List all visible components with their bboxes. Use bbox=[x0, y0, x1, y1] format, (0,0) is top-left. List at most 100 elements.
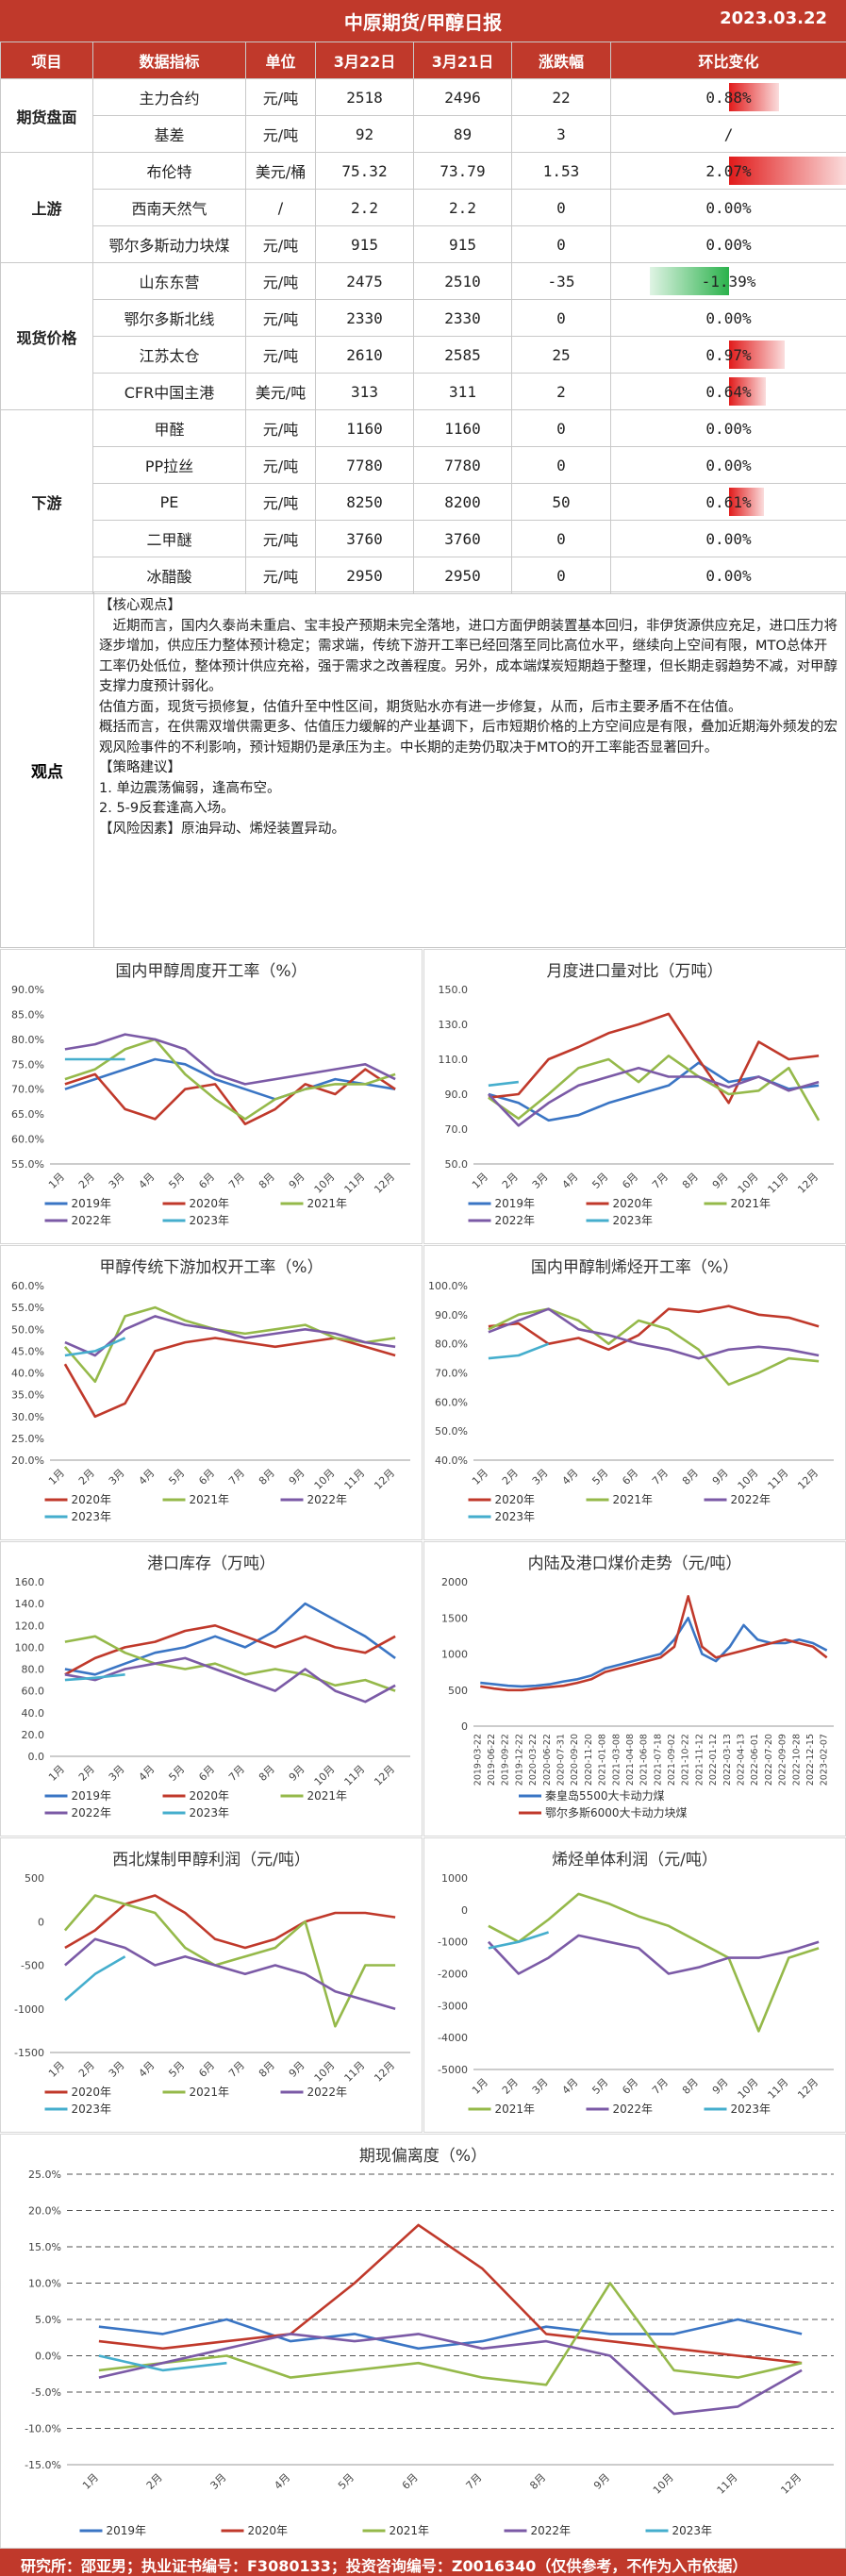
legend-label: 2022年 bbox=[731, 1493, 771, 1506]
x-tick-label: 1月 bbox=[470, 1467, 490, 1487]
value-cell: 2610 bbox=[315, 336, 414, 374]
x-tick-label: 4月 bbox=[560, 1171, 581, 1191]
y-tick-label: 0 bbox=[38, 1916, 44, 1928]
legend-label: 2023年 bbox=[190, 1214, 230, 1227]
table-row: 西南天然气/2.2 2.2 0 0.00% bbox=[1, 189, 846, 226]
x-tick-label: 2019-06-22 bbox=[487, 1734, 497, 1786]
change-value: 0.00% bbox=[705, 529, 752, 548]
x-tick-label: 9月 bbox=[287, 1467, 307, 1487]
x-tick-label: 2月 bbox=[76, 1763, 97, 1784]
x-tick-label: 4月 bbox=[137, 2059, 158, 2080]
chart-panel: 月度进口量对比（万吨） 150.0 130.0 110.0 90.0 70.0 50.0 1月… bbox=[423, 949, 846, 1244]
view-paragraph: 估值方面，现货亏损修复，估值升至中性区间，期货贴水亦有进一步修复，从而，后市主要… bbox=[99, 699, 742, 715]
x-tick-label: 4月 bbox=[560, 1467, 581, 1487]
value-cell: 2950 bbox=[413, 557, 512, 594]
y-tick-label: 15.0% bbox=[28, 2241, 61, 2253]
footer-text: 研究所：邵亚男；执业证书编号：F3080133；投资咨询编号：Z0016340（… bbox=[21, 2557, 748, 2575]
x-tick-label: 5月 bbox=[166, 1763, 187, 1784]
change-cell: 0.00% bbox=[609, 225, 846, 263]
series-line bbox=[480, 1594, 828, 1692]
x-tick-label: 8月 bbox=[680, 2076, 701, 2097]
chart-title: 国内甲醇制烯烃开工率（%） bbox=[530, 1258, 739, 1277]
series-line bbox=[98, 2223, 803, 2365]
change-cell: 2.07% bbox=[609, 152, 846, 190]
x-tick-label: 10月 bbox=[312, 1467, 338, 1492]
series-line bbox=[98, 2318, 803, 2351]
x-tick-label: 4月 bbox=[272, 2471, 292, 2492]
x-tick-label: 6月 bbox=[196, 1763, 217, 1784]
y-tick-label: 25.0% bbox=[28, 2169, 61, 2181]
x-tick-label: 10月 bbox=[312, 2059, 338, 2085]
x-tick-label: 11月 bbox=[766, 1171, 791, 1196]
x-tick-label: 2021-07-18 bbox=[653, 1734, 663, 1786]
x-tick-label: 3月 bbox=[530, 1171, 551, 1191]
change-cell: 0.97% bbox=[609, 336, 846, 374]
y-tick-label: 100.0% bbox=[428, 1280, 468, 1292]
x-tick-label: 8月 bbox=[680, 1171, 701, 1191]
x-tick-label: 11月 bbox=[766, 2076, 791, 2102]
x-tick-label: 6月 bbox=[620, 1171, 640, 1191]
series-line bbox=[488, 1080, 519, 1088]
change-cell: / bbox=[609, 115, 846, 153]
legend-label: 2021年 bbox=[495, 2102, 536, 2116]
chart-svg: 160.0140.0120.0100.080.060.040.020.00.01… bbox=[15, 1576, 410, 1820]
legend-label: 2021年 bbox=[190, 1493, 230, 1506]
legend-label: 2020年 bbox=[190, 1197, 230, 1210]
diff-cell: 2 bbox=[511, 373, 611, 410]
legend-label: 2022年 bbox=[72, 1806, 112, 1820]
series-line bbox=[64, 1068, 396, 1125]
legend-label: 2022年 bbox=[72, 1214, 112, 1227]
column-header: 单位 bbox=[245, 42, 316, 79]
report-title: 中原期货/甲醇日报 bbox=[343, 11, 503, 34]
unit-cell: 美元/吨 bbox=[245, 373, 316, 410]
change-cell: 0.88% bbox=[609, 78, 846, 116]
x-tick-label: 2022-03-13 bbox=[722, 1734, 733, 1786]
x-tick-label: 10月 bbox=[312, 1763, 338, 1788]
unit-cell: 美元/桶 bbox=[245, 152, 316, 190]
x-tick-label: 2022-01-12 bbox=[708, 1734, 719, 1786]
y-tick-label: 65.0% bbox=[11, 1108, 44, 1121]
x-tick-label: 8月 bbox=[257, 1467, 277, 1487]
unit-cell: / bbox=[245, 189, 316, 226]
legend-label: 2022年 bbox=[307, 1493, 348, 1506]
legend-label: 2021年 bbox=[307, 1197, 348, 1210]
y-tick-label: 50.0% bbox=[11, 1323, 44, 1336]
change-value: 2.07% bbox=[705, 161, 752, 180]
x-tick-label: 12月 bbox=[795, 1467, 821, 1492]
change-bar bbox=[729, 157, 846, 185]
y-tick-label: 80.0% bbox=[435, 1338, 468, 1351]
legend-label: 鄂尔多斯6000大卡动力块煤 bbox=[545, 1805, 688, 1820]
indicator-cell: PE bbox=[92, 483, 246, 521]
change-cell: 0.64% bbox=[609, 373, 846, 410]
unit-cell: 元/吨 bbox=[245, 409, 316, 447]
legend-label: 2023年 bbox=[672, 2524, 713, 2537]
x-tick-label: 9月 bbox=[287, 1763, 307, 1784]
x-tick-label: 2019-09-22 bbox=[501, 1734, 511, 1786]
x-tick-label: 2月 bbox=[500, 2076, 521, 2097]
legend-label: 2020年 bbox=[495, 1493, 536, 1506]
x-tick-label: 2021-04-08 bbox=[625, 1734, 636, 1786]
view-paragraph: 【风险因素】原油异动、烯烃装置异动。 bbox=[99, 821, 345, 837]
value-cell: 8200 bbox=[413, 483, 512, 521]
y-tick-label: 20.0% bbox=[11, 1454, 44, 1467]
view-text: 【核心观点】 近期而言，国内久泰尚未重启、宝丰投产预期未完全落地，进口方面伊朗装… bbox=[99, 596, 838, 839]
legend-label: 2019年 bbox=[107, 2524, 147, 2537]
x-tick-label: 3月 bbox=[107, 1763, 127, 1784]
x-tick-label: 2021-10-22 bbox=[681, 1734, 691, 1786]
y-tick-label: 500 bbox=[25, 1872, 44, 1885]
x-tick-label: 9月 bbox=[287, 2059, 307, 2080]
value-cell: 73.79 bbox=[413, 152, 512, 190]
value-cell: 2950 bbox=[315, 557, 414, 594]
series-line bbox=[488, 1055, 821, 1122]
table-row: PP拉丝 元/吨 7780 7780 0 0.00% bbox=[1, 446, 846, 484]
value-cell: 2510 bbox=[413, 262, 512, 300]
y-tick-label: 60.0% bbox=[11, 1280, 44, 1292]
series-line bbox=[63, 1305, 396, 1384]
y-tick-label: 140.0 bbox=[15, 1598, 45, 1610]
change-bar bbox=[729, 83, 780, 111]
x-tick-label: 3月 bbox=[107, 2059, 127, 2080]
diff-cell: 3 bbox=[511, 115, 611, 153]
x-tick-label: 12月 bbox=[372, 1171, 397, 1196]
table-header-row: 项目 数据指标 单位 3月22日 3月21日 涨跌幅 环比变化 bbox=[0, 42, 846, 79]
